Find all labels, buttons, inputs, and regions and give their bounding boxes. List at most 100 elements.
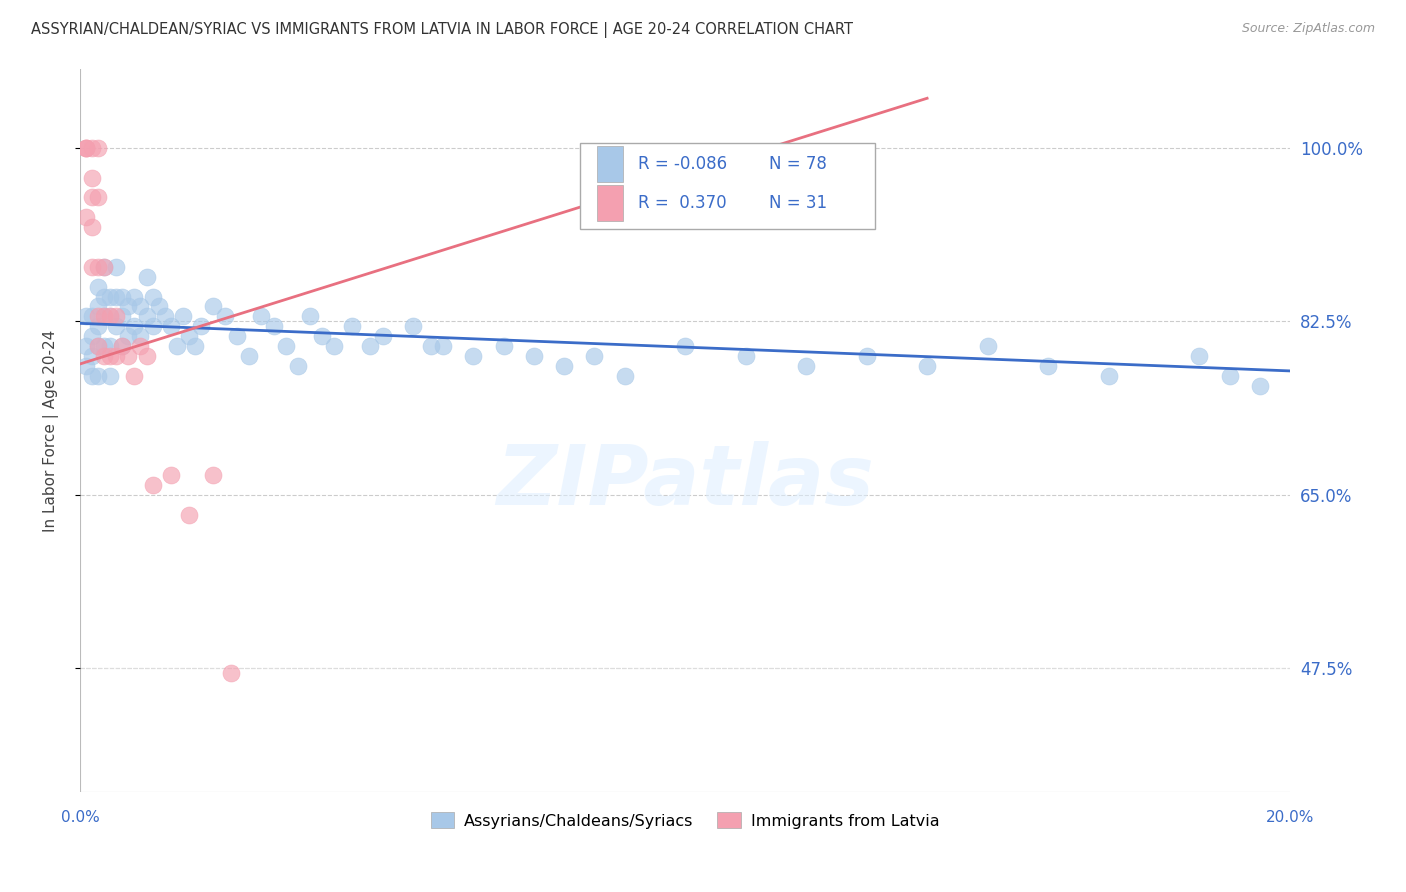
Point bbox=[1097, 368, 1119, 383]
Point bbox=[87, 339, 110, 353]
Point bbox=[93, 289, 115, 303]
Point bbox=[148, 300, 170, 314]
Point bbox=[111, 289, 134, 303]
Point bbox=[124, 319, 146, 334]
Point bbox=[323, 339, 346, 353]
Point bbox=[98, 339, 121, 353]
Point bbox=[135, 349, 157, 363]
Point bbox=[129, 300, 152, 314]
Point bbox=[492, 339, 515, 353]
Point bbox=[87, 279, 110, 293]
Point bbox=[142, 319, 165, 334]
Point bbox=[794, 359, 817, 373]
Point bbox=[287, 359, 309, 373]
Point bbox=[238, 349, 260, 363]
Point bbox=[98, 368, 121, 383]
Point bbox=[734, 349, 756, 363]
Point bbox=[105, 310, 128, 324]
Point bbox=[190, 319, 212, 334]
Point bbox=[75, 339, 97, 353]
Point bbox=[124, 368, 146, 383]
Point bbox=[613, 368, 636, 383]
Point bbox=[75, 141, 97, 155]
Point bbox=[419, 339, 441, 353]
Text: R = -0.086: R = -0.086 bbox=[638, 155, 727, 173]
Point bbox=[1219, 368, 1241, 383]
Text: 20.0%: 20.0% bbox=[1265, 810, 1315, 825]
Point bbox=[371, 329, 394, 343]
Point bbox=[250, 310, 273, 324]
Point bbox=[673, 339, 696, 353]
Point bbox=[93, 339, 115, 353]
Point bbox=[80, 190, 103, 204]
Point bbox=[105, 319, 128, 334]
Point bbox=[87, 300, 110, 314]
Y-axis label: In Labor Force | Age 20-24: In Labor Force | Age 20-24 bbox=[44, 329, 59, 532]
Point bbox=[583, 349, 606, 363]
Point bbox=[1249, 379, 1271, 393]
Point bbox=[80, 260, 103, 274]
Point bbox=[105, 289, 128, 303]
Point bbox=[98, 310, 121, 324]
Point bbox=[298, 310, 321, 324]
Point bbox=[87, 190, 110, 204]
Point bbox=[75, 310, 97, 324]
Point bbox=[87, 141, 110, 155]
Point bbox=[80, 141, 103, 155]
Point bbox=[142, 478, 165, 492]
Point bbox=[75, 211, 97, 225]
Point bbox=[93, 310, 115, 324]
Point bbox=[80, 170, 103, 185]
Point bbox=[135, 269, 157, 284]
Point bbox=[93, 260, 115, 274]
Point bbox=[80, 310, 103, 324]
Point bbox=[142, 289, 165, 303]
Text: N = 78: N = 78 bbox=[769, 155, 827, 173]
Point bbox=[214, 310, 236, 324]
Point bbox=[553, 359, 575, 373]
Point bbox=[274, 339, 297, 353]
Point bbox=[1188, 349, 1211, 363]
Point bbox=[159, 468, 181, 483]
Point bbox=[311, 329, 333, 343]
Point bbox=[105, 349, 128, 363]
Point bbox=[202, 300, 225, 314]
Point bbox=[184, 339, 207, 353]
Point bbox=[153, 310, 176, 324]
Point bbox=[75, 141, 97, 155]
Bar bbox=[596, 185, 623, 221]
Point bbox=[75, 359, 97, 373]
Point bbox=[129, 339, 152, 353]
Text: Source: ZipAtlas.com: Source: ZipAtlas.com bbox=[1241, 22, 1375, 36]
Text: N = 31: N = 31 bbox=[769, 194, 827, 212]
Point bbox=[463, 349, 485, 363]
Point bbox=[124, 289, 146, 303]
Point bbox=[87, 310, 110, 324]
Point bbox=[202, 468, 225, 483]
Point bbox=[80, 368, 103, 383]
Point bbox=[166, 339, 188, 353]
Point bbox=[342, 319, 364, 334]
Point bbox=[98, 349, 121, 363]
Point bbox=[1036, 359, 1059, 373]
Point bbox=[359, 339, 381, 353]
Point bbox=[129, 329, 152, 343]
Point bbox=[80, 349, 103, 363]
Point bbox=[117, 329, 139, 343]
Point bbox=[915, 359, 938, 373]
Point bbox=[226, 329, 249, 343]
Point bbox=[80, 329, 103, 343]
Point bbox=[263, 319, 285, 334]
Point bbox=[976, 339, 998, 353]
Point bbox=[432, 339, 454, 353]
Point bbox=[93, 260, 115, 274]
Point bbox=[93, 349, 115, 363]
Point bbox=[177, 508, 200, 522]
Point bbox=[87, 319, 110, 334]
Point bbox=[402, 319, 425, 334]
Point bbox=[111, 339, 134, 353]
Text: R =  0.370: R = 0.370 bbox=[638, 194, 727, 212]
Point bbox=[135, 310, 157, 324]
Point bbox=[172, 310, 194, 324]
Point bbox=[105, 260, 128, 274]
